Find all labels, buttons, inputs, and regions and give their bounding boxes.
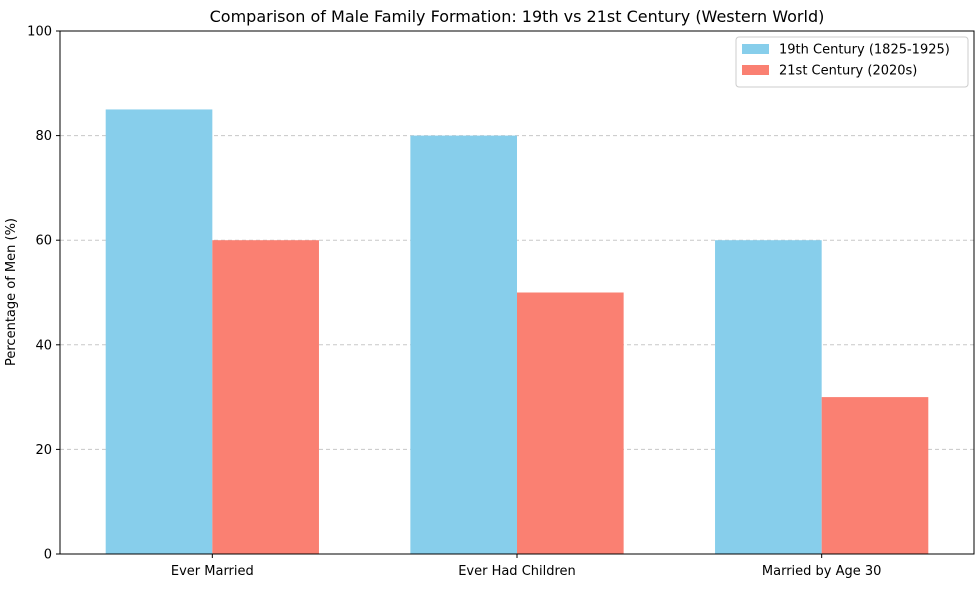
legend-swatch — [742, 44, 769, 54]
ticks: 0 20 40 60 80 100 Ever Married Ever Had Childre… — [27, 25, 881, 580]
bar — [517, 292, 624, 554]
bar — [821, 397, 929, 554]
legend: 19th Century (1825-1925) 21st Century (20… — [735, 36, 969, 88]
y-tick-label: 40 — [35, 338, 52, 353]
bar — [410, 135, 517, 554]
bar — [212, 240, 319, 554]
y-tick-label: 100 — [27, 25, 52, 40]
y-tick-label: 0 — [44, 548, 52, 563]
y-tick-label: 80 — [35, 129, 52, 144]
chart-title: Comparison of Male Family Formation: 19t… — [210, 7, 825, 26]
legend-label: 19th Century (1825-1925) — [779, 43, 950, 58]
x-tick-label: Ever Had Children — [458, 564, 576, 579]
y-tick-label: 20 — [35, 443, 52, 458]
bar — [105, 109, 213, 554]
y-axis-label: Percentage of Men (%) — [4, 218, 19, 366]
x-tick-label: Ever Married — [171, 564, 254, 579]
legend-swatch — [742, 65, 769, 75]
bars — [105, 109, 929, 554]
bar — [715, 240, 822, 554]
legend-box — [735, 36, 969, 88]
x-tick-label: Married by Age 30 — [762, 564, 882, 579]
y-tick-label: 60 — [35, 234, 52, 249]
legend-label: 21st Century (2020s) — [779, 64, 917, 79]
